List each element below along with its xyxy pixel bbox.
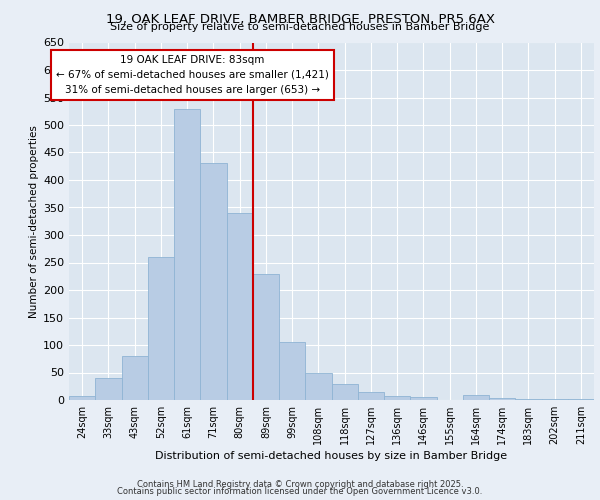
Bar — [200, 164, 227, 400]
Bar — [358, 392, 384, 400]
Bar — [384, 396, 410, 400]
Bar — [410, 397, 437, 400]
Text: 19, OAK LEAF DRIVE, BAMBER BRIDGE, PRESTON, PR5 6AX: 19, OAK LEAF DRIVE, BAMBER BRIDGE, PREST… — [106, 12, 494, 26]
Bar — [279, 342, 305, 400]
Bar — [489, 398, 515, 400]
X-axis label: Distribution of semi-detached houses by size in Bamber Bridge: Distribution of semi-detached houses by … — [155, 451, 508, 461]
Bar — [95, 378, 121, 400]
Text: Size of property relative to semi-detached houses in Bamber Bridge: Size of property relative to semi-detach… — [110, 22, 490, 32]
Bar — [121, 356, 148, 400]
Bar — [174, 108, 200, 400]
Bar — [227, 213, 253, 400]
Y-axis label: Number of semi-detached properties: Number of semi-detached properties — [29, 125, 39, 318]
Bar — [305, 372, 331, 400]
Text: Contains public sector information licensed under the Open Government Licence v3: Contains public sector information licen… — [118, 487, 482, 496]
Text: Contains HM Land Registry data © Crown copyright and database right 2025.: Contains HM Land Registry data © Crown c… — [137, 480, 463, 489]
Bar — [463, 394, 489, 400]
Bar — [148, 257, 174, 400]
Bar — [253, 274, 279, 400]
Text: 19 OAK LEAF DRIVE: 83sqm
← 67% of semi-detached houses are smaller (1,421)
31% o: 19 OAK LEAF DRIVE: 83sqm ← 67% of semi-d… — [56, 55, 329, 94]
Bar — [69, 396, 95, 400]
Bar — [331, 384, 358, 400]
